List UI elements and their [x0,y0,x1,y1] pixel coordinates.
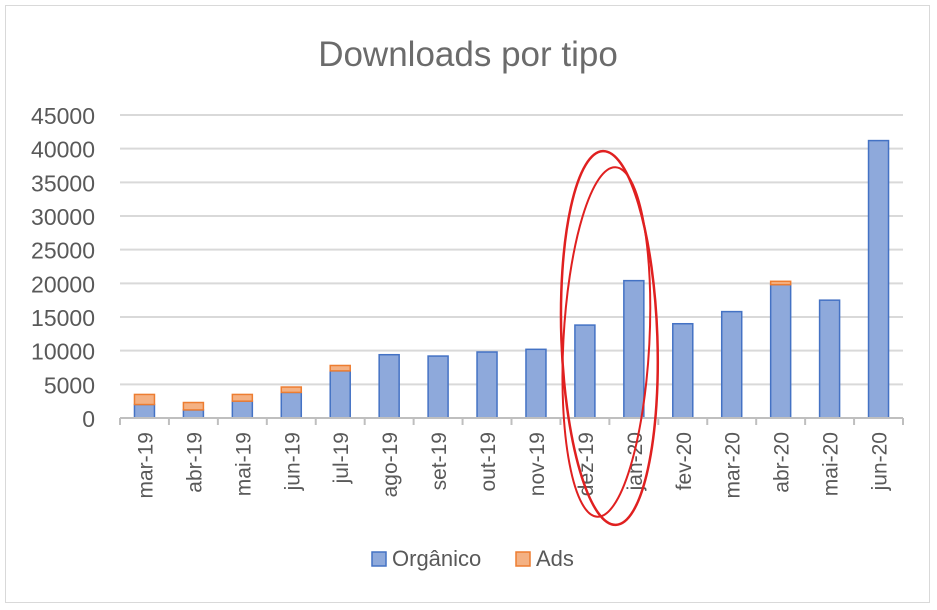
x-tick-label: mar-19 [134,432,157,499]
chart-title: Downloads por tipo [318,35,618,74]
x-tick-label: jun-19 [281,432,304,491]
x-tick-label: out-19 [477,432,500,492]
y-tick-label: 45000 [31,103,95,129]
bar-organico-fev-20 [672,322,694,419]
y-tick-label: 0 [82,406,95,432]
legend-swatch [515,551,531,567]
bar-organico-ago-19 [378,353,400,419]
y-tick-label: 5000 [44,372,95,398]
bar-organico-out-19 [476,351,498,419]
bar-organico-abr-20 [769,283,792,419]
y-tick-label: 35000 [31,170,95,196]
x-tick-label: ago-19 [379,432,402,497]
bar-organico-mai-20 [818,299,841,419]
bar-organico-mar-20 [720,310,743,419]
y-tick-label: 25000 [31,238,95,264]
y-tick-label: 40000 [31,137,95,163]
bar-organico-abr-19 [182,409,205,419]
x-tick-label: fev-20 [673,432,696,490]
legend: Orgânico Ads [371,546,574,571]
bar-ads-jul-19 [329,364,351,372]
bar-organico-jun-20 [867,139,890,419]
axes: 0 5000 10000 15000 20000 25000 30000 35000 40000… [31,103,904,499]
bar-ads-mai-19 [231,393,254,402]
bar-ads-abr-19 [182,401,205,411]
bar-ads-mar-19 [133,393,156,406]
annotation-ellipse-outer [559,149,660,527]
bar-organico-nov-19 [525,348,547,419]
bar-organico-set-19 [427,355,449,419]
x-tick-label: mai-20 [820,432,843,496]
x-tick-label: mai-19 [232,432,255,496]
x-tick-label: set-19 [428,432,451,490]
bar-organico-dez-19 [574,324,596,419]
bar-organico-jun-19 [280,391,303,419]
y-tick-label: 10000 [31,339,95,365]
bar-organico-mar-19 [133,403,156,419]
y-tick-label: 20000 [31,271,95,297]
x-tick-label: jun-20 [869,432,892,491]
x-tick-label: nov-19 [526,432,549,496]
legend-label: Orgânico [392,546,481,571]
legend-label: Ads [536,546,574,571]
x-tick-label: abr-20 [771,432,794,493]
bars [133,139,890,419]
x-tick-label: jan-20 [624,432,647,491]
x-tick-label: jul-19 [330,432,353,484]
x-tick-label: mar-20 [722,432,745,499]
x-tick-label: abr-19 [183,432,206,493]
y-tick-label: 30000 [31,204,95,230]
bar-ads-abr-20 [769,280,792,286]
annotation-ellipse-inner [561,166,652,518]
legend-swatch [371,551,387,567]
bar-organico-mai-19 [231,400,254,419]
bar-organico-jul-19 [329,370,351,419]
x-tick-label: dez-19 [575,432,598,496]
y-tick-label: 15000 [31,305,95,331]
bar-ads-jun-19 [280,386,303,394]
annotation-ellipse [559,149,660,527]
bar-organico-jan-20 [623,279,645,419]
